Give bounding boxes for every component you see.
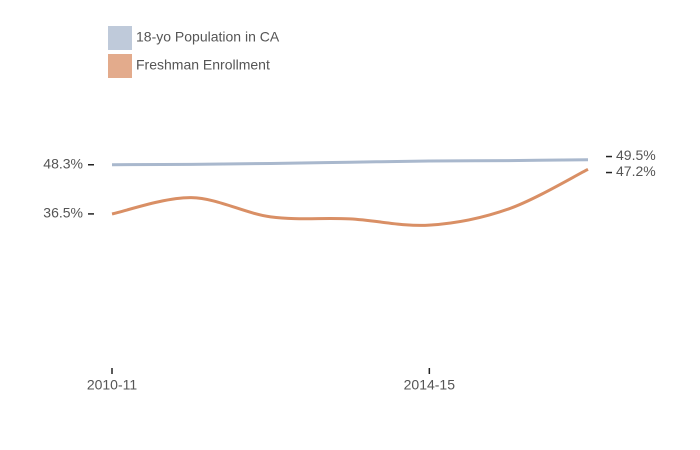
legend-swatch xyxy=(108,26,132,50)
x-tick-label: 2010-11 xyxy=(87,377,138,393)
value-label: 48.3% xyxy=(43,155,83,171)
value-label: 36.5% xyxy=(43,205,83,221)
x-tick-label: 2014-15 xyxy=(404,377,456,393)
value-label: 49.5% xyxy=(616,147,656,163)
legend-label: Freshman Enrollment xyxy=(136,57,270,73)
value-label: 47.2% xyxy=(616,163,656,179)
legend-swatch xyxy=(108,54,132,78)
line xyxy=(111,158,589,167)
line xyxy=(111,167,589,227)
legend-label: 18-yo Population in CA xyxy=(136,29,280,45)
